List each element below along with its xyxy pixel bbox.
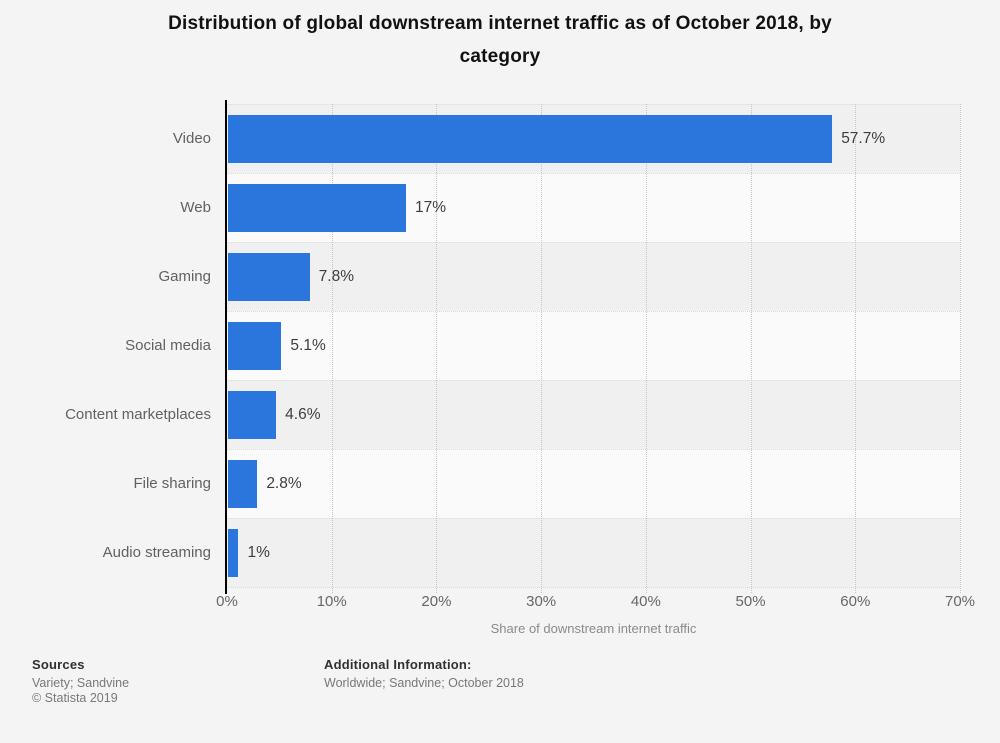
vertical-gridline [436, 104, 438, 593]
value-label-web: 17% [415, 199, 447, 216]
category-label-web: Web [180, 199, 211, 216]
bar-video [228, 114, 833, 163]
additional-info-text: Worldwide; Sandvine; October 2018 [324, 675, 524, 690]
category-label-content-marketplaces: Content marketplaces [65, 406, 211, 423]
y-axis-line [225, 100, 227, 594]
value-label-file-sharing: 2.8% [266, 475, 302, 492]
x-tick-40pct: 40% [630, 593, 661, 610]
row-band [227, 449, 960, 518]
chart-title: Distribution of global downstream intern… [168, 13, 832, 67]
category-label-file-sharing: File sharing [133, 475, 211, 492]
row-band [227, 380, 960, 449]
row-band [227, 311, 960, 380]
horizontal-gridline [227, 449, 960, 450]
copyright-text: © Statista 2019 [32, 691, 118, 705]
horizontal-gridline [227, 587, 960, 588]
x-axis-title: Share of downstream internet traffic [490, 621, 697, 636]
footer-additional: Additional Information: Worldwide; Sandv… [324, 657, 524, 691]
bar-file-sharing [228, 459, 258, 508]
value-label-social-media: 5.1% [290, 337, 326, 354]
bar-content-marketplaces [228, 390, 277, 439]
horizontal-gridline [227, 380, 960, 381]
vertical-gridline [645, 104, 647, 593]
horizontal-gridline [227, 518, 960, 519]
bar-audio-streaming [228, 528, 239, 577]
sources-label: Sources [32, 657, 85, 672]
value-label-gaming: 7.8% [318, 268, 355, 285]
row-band [227, 518, 960, 587]
value-label-video: 57.7% [841, 130, 886, 147]
footer-sources: Sources Variety; Sandvine © Statista 201… [32, 657, 129, 707]
horizontal-gridline [227, 173, 960, 174]
bar-chart: 57.7% 17% 7.8% 5.1% 4.6% 2.8% 1% Video Web Gamin… [0, 100, 1000, 644]
row-band [227, 242, 960, 311]
vertical-gridline [331, 104, 333, 593]
bar-social-media [228, 321, 282, 370]
category-label-gaming: Gaming [158, 268, 211, 285]
x-tick-10pct: 10% [316, 593, 347, 610]
x-tick-30pct: 30% [526, 593, 557, 610]
x-tick-0pct: 0% [216, 593, 238, 610]
horizontal-gridline [227, 311, 960, 312]
vertical-gridline [541, 104, 543, 593]
category-label-video: Video [172, 130, 211, 147]
bar-web [228, 183, 406, 232]
plot-area: 57.7% 17% 7.8% 5.1% 4.6% 2.8% 1% [227, 104, 961, 593]
sources-text: Variety; Sandvine [32, 675, 130, 690]
vertical-gridline [750, 104, 752, 593]
bar-gaming [228, 252, 310, 301]
x-tick-60pct: 60% [840, 593, 871, 610]
category-label-social-media: Social media [125, 337, 211, 354]
x-tick-20pct: 20% [421, 593, 452, 610]
horizontal-gridline [227, 242, 960, 243]
x-tick-50pct: 50% [735, 593, 766, 610]
vertical-gridline [960, 104, 961, 593]
additional-info-label: Additional Information: [324, 657, 472, 672]
value-label-audio-streaming: 1% [247, 544, 270, 561]
x-tick-70pct: 70% [944, 593, 976, 610]
vertical-gridline [855, 104, 857, 593]
value-label-content-marketplaces: 4.6% [285, 406, 321, 423]
category-label-audio-streaming: Audio streaming [102, 544, 211, 561]
horizontal-gridline [227, 104, 960, 105]
